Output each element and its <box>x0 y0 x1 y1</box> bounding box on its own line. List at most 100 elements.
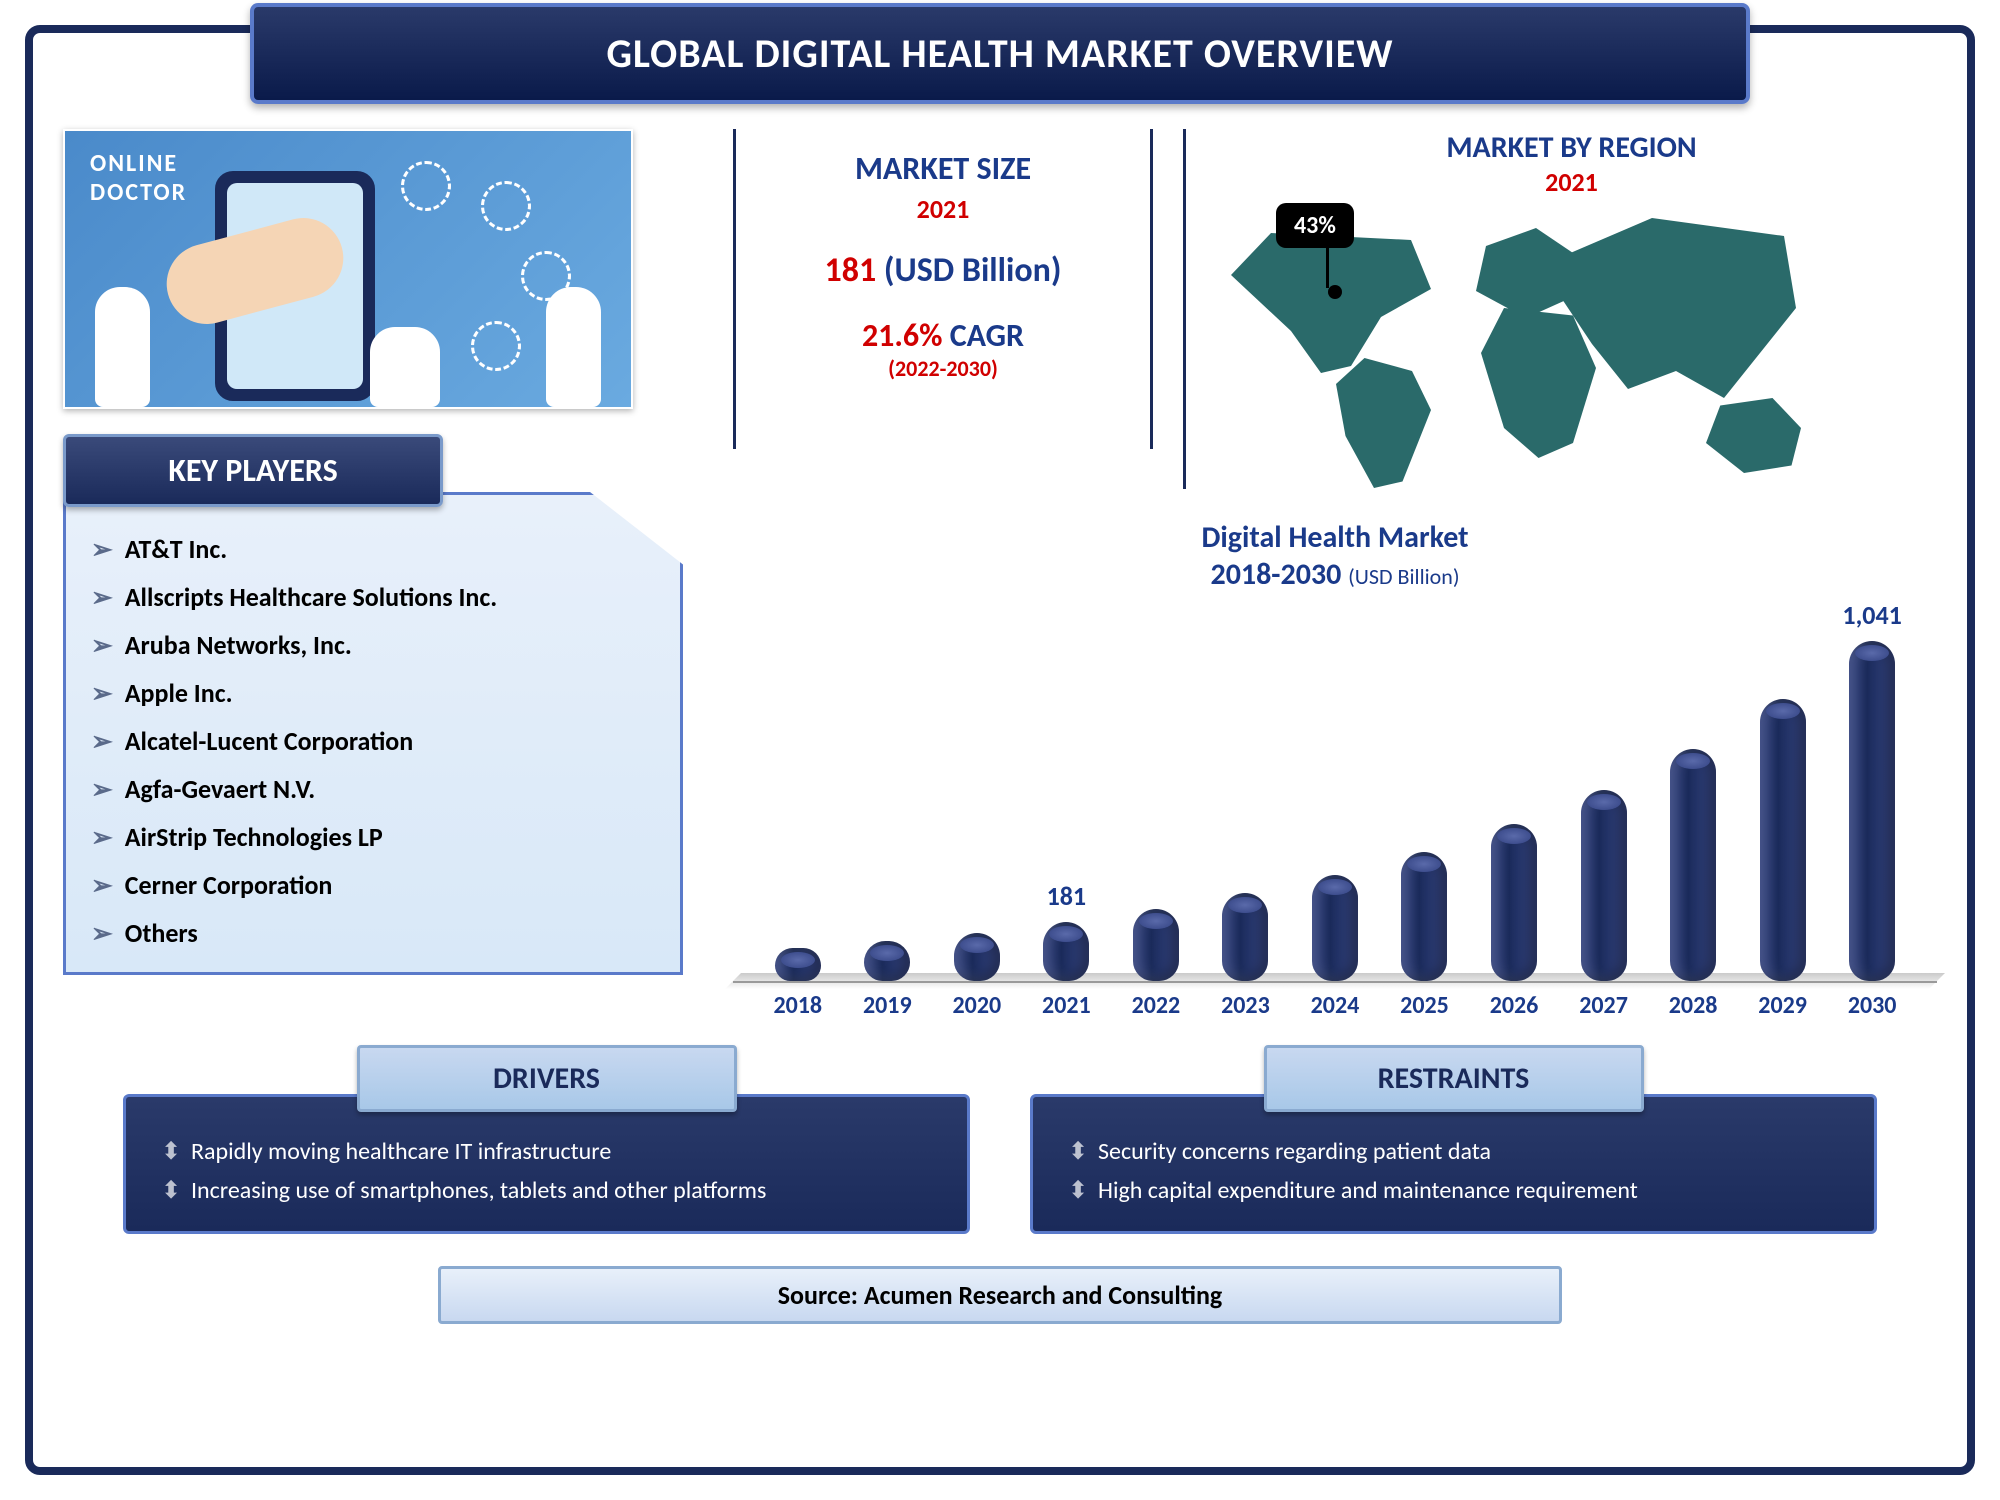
chart-title: Digital Health Market 2018-2030 (USD Bil… <box>733 519 1937 593</box>
x-label: 2022 <box>1111 991 1201 1020</box>
content-grid: KEY PLAYERS AT&T Inc.Allscripts Healthca… <box>63 129 1937 1020</box>
x-label: 2020 <box>932 991 1022 1020</box>
region-callout: 43% <box>1276 203 1354 248</box>
bars-container: 1811,041 <box>733 603 1937 983</box>
x-label: 2018 <box>753 991 843 1020</box>
bar <box>1670 749 1716 981</box>
drivers-list: Rapidly moving healthcare IT infrastruct… <box>156 1132 937 1210</box>
bar <box>1312 875 1358 981</box>
cagr-value: 21.6% <box>862 316 943 355</box>
key-player-item: Aruba Networks, Inc. <box>91 621 655 669</box>
south-america-shape <box>1336 358 1431 488</box>
restraints-panel: RESTRAINTS Security concerns regarding p… <box>1030 1045 1877 1234</box>
bar-item <box>1111 909 1201 981</box>
cagr-period: (2022-2030) <box>756 355 1130 382</box>
bar <box>1491 824 1537 981</box>
search-icon <box>481 181 531 231</box>
hero-illustration <box>63 129 633 409</box>
restraints-body: Security concerns regarding patient data… <box>1030 1094 1877 1234</box>
chart-title-unit: (USD Billion) <box>1348 563 1459 590</box>
key-player-item: Allscripts Healthcare Solutions Inc. <box>91 573 655 621</box>
key-players-list: AT&T Inc.Allscripts Healthcare Solutions… <box>91 525 655 957</box>
source-banner: Source: Acumen Research and Consulting <box>438 1266 1562 1324</box>
driver-item: Rapidly moving healthcare IT infrastruct… <box>156 1132 937 1171</box>
bar <box>1133 909 1179 981</box>
market-size-title: MARKET SIZE <box>756 149 1130 188</box>
outer-frame: GLOBAL DIGITAL HEALTH MARKET OVERVIEW KE… <box>25 25 1975 1475</box>
bar-value-label: 1,041 <box>1842 599 1901 631</box>
x-label: 2024 <box>1290 991 1380 1020</box>
market-region-title: MARKET BY REGION <box>1206 129 1937 166</box>
north-america-shape <box>1231 233 1431 373</box>
key-player-item: AirStrip Technologies LP <box>91 813 655 861</box>
key-player-item: Cerner Corporation <box>91 861 655 909</box>
bottom-panels: DRIVERS Rapidly moving healthcare IT inf… <box>63 1045 1937 1234</box>
x-label: 2025 <box>1380 991 1470 1020</box>
key-player-item: Apple Inc. <box>91 669 655 717</box>
market-region-block: MARKET BY REGION 2021 43% <box>1183 129 1937 489</box>
patient-icon <box>370 327 440 407</box>
key-player-item: AT&T Inc. <box>91 525 655 573</box>
bar-item <box>1738 699 1828 981</box>
bar-item <box>1380 852 1470 981</box>
restraint-item: High capital expenditure and maintenance… <box>1063 1171 1844 1210</box>
market-size-year: 2021 <box>756 193 1130 225</box>
x-axis-labels: 2018201920202021202220232024202520262027… <box>733 983 1937 1020</box>
x-label: 2028 <box>1648 991 1738 1020</box>
bar-item <box>1201 893 1291 981</box>
x-label: 2019 <box>843 991 933 1020</box>
key-player-item: Agfa-Gevaert N.V. <box>91 765 655 813</box>
restraint-item: Security concerns regarding patient data <box>1063 1132 1844 1171</box>
bar <box>1043 922 1089 981</box>
bar-item <box>1648 749 1738 981</box>
pill-icon <box>471 321 521 371</box>
bar-item <box>1559 790 1649 981</box>
right-column: MARKET SIZE 2021 181 (USD Billion) 21.6%… <box>733 129 1937 1020</box>
callout-dot-icon <box>1328 285 1342 299</box>
key-players-section: KEY PLAYERS AT&T Inc.Allscripts Healthca… <box>63 434 683 975</box>
market-size-unit: (USD Billion) <box>884 250 1062 291</box>
bar <box>1760 699 1806 981</box>
x-label: 2023 <box>1201 991 1291 1020</box>
driver-item: Increasing use of smartphones, tablets a… <box>156 1171 937 1210</box>
chart-title-line1: Digital Health Market <box>1202 519 1469 556</box>
x-label: 2030 <box>1827 991 1917 1020</box>
title-banner: GLOBAL DIGITAL HEALTH MARKET OVERVIEW <box>250 3 1749 104</box>
doctor-right-icon <box>546 287 601 407</box>
drivers-header: DRIVERS <box>357 1045 737 1112</box>
market-size-value: 181 (USD Billion) <box>756 250 1130 291</box>
x-label: 2021 <box>1022 991 1112 1020</box>
bar-value-label: 181 <box>1047 880 1087 912</box>
x-label: 2027 <box>1559 991 1649 1020</box>
restraints-list: Security concerns regarding patient data… <box>1063 1132 1844 1210</box>
key-player-item: Others <box>91 909 655 957</box>
key-player-item: Alcatel-Lucent Corporation <box>91 717 655 765</box>
bar <box>1849 641 1895 981</box>
market-size-cagr: 21.6% CAGR <box>756 316 1130 355</box>
bar-item: 181 <box>1022 922 1112 981</box>
bar-item <box>932 933 1022 981</box>
chart-section: Digital Health Market 2018-2030 (USD Bil… <box>733 519 1937 1020</box>
key-players-header: KEY PLAYERS <box>63 434 443 507</box>
market-size-number: 181 <box>825 250 877 291</box>
restraints-header: RESTRAINTS <box>1264 1045 1644 1112</box>
x-label: 2026 <box>1469 991 1559 1020</box>
cagr-label: CAGR <box>950 316 1024 355</box>
bar <box>954 933 1000 981</box>
left-column: KEY PLAYERS AT&T Inc.Allscripts Healthca… <box>63 129 703 1020</box>
market-size-block: MARKET SIZE 2021 181 (USD Billion) 21.6%… <box>733 129 1153 449</box>
bar-item <box>1469 824 1559 981</box>
europe-shape <box>1476 228 1576 318</box>
key-players-body: AT&T Inc.Allscripts Healthcare Solutions… <box>63 492 683 975</box>
page-title: GLOBAL DIGITAL HEALTH MARKET OVERVIEW <box>276 29 1723 78</box>
drivers-panel: DRIVERS Rapidly moving healthcare IT inf… <box>123 1045 970 1234</box>
bar <box>1581 790 1627 981</box>
heart-icon <box>401 161 451 211</box>
world-map: 43% <box>1206 203 1937 493</box>
market-region-year: 2021 <box>1206 166 1937 198</box>
bar <box>1222 893 1268 981</box>
bar <box>1401 852 1447 981</box>
drivers-body: Rapidly moving healthcare IT infrastruct… <box>123 1094 970 1234</box>
bar <box>775 948 821 981</box>
doctor-left-icon <box>95 287 150 407</box>
